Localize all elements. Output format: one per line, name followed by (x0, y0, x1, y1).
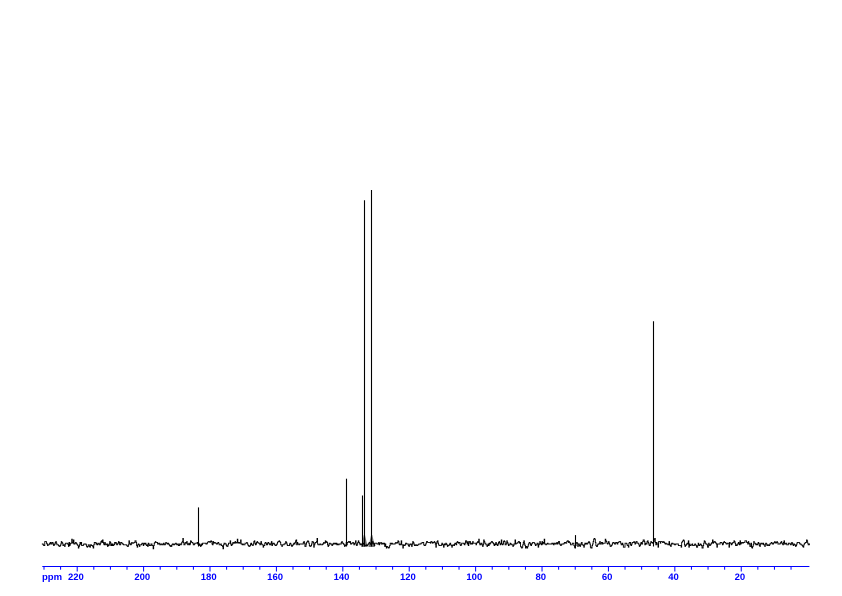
svg-text:60: 60 (602, 572, 613, 583)
svg-text:220: 220 (68, 572, 84, 583)
svg-text:40: 40 (668, 572, 679, 583)
svg-text:140: 140 (334, 572, 350, 583)
svg-text:120: 120 (400, 572, 416, 583)
svg-text:ppm: ppm (42, 572, 62, 583)
svg-text:80: 80 (535, 572, 546, 583)
svg-text:200: 200 (134, 572, 150, 583)
svg-text:160: 160 (267, 572, 283, 583)
svg-text:20: 20 (735, 572, 746, 583)
svg-text:180: 180 (201, 572, 217, 583)
svg-text:100: 100 (466, 572, 482, 583)
